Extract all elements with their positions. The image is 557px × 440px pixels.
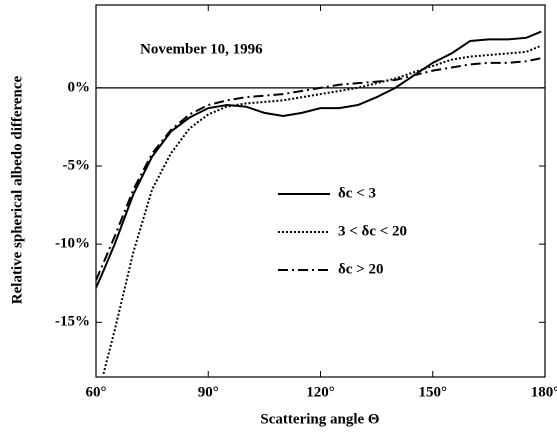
y-tick-label: 0%: [68, 79, 91, 95]
annotation: November 10, 1996: [140, 41, 263, 57]
x-tick-label: 120°: [306, 384, 335, 400]
x-tick-label: 150°: [419, 384, 448, 400]
x-tick-label: 180°: [531, 384, 557, 400]
legend-label: δc > 20: [338, 261, 384, 277]
series-line: [96, 57, 542, 281]
y-tick-label: -10%: [55, 236, 90, 252]
series-line: [96, 30, 542, 289]
y-tick-label: -5%: [63, 157, 91, 173]
series-line: [102, 44, 542, 375]
plot-frame: [95, 4, 546, 378]
legend-label: 3 < δc < 20: [338, 223, 407, 239]
x-tick-label: 60°: [86, 384, 107, 400]
legend-label: δc < 3: [338, 185, 376, 201]
x-axis-label: Scattering angle Θ: [260, 411, 379, 427]
y-tick-label: -15%: [55, 314, 90, 330]
y-axis-label: Relative spherical albedo difference: [9, 75, 25, 304]
x-tick-label: 90°: [198, 384, 219, 400]
